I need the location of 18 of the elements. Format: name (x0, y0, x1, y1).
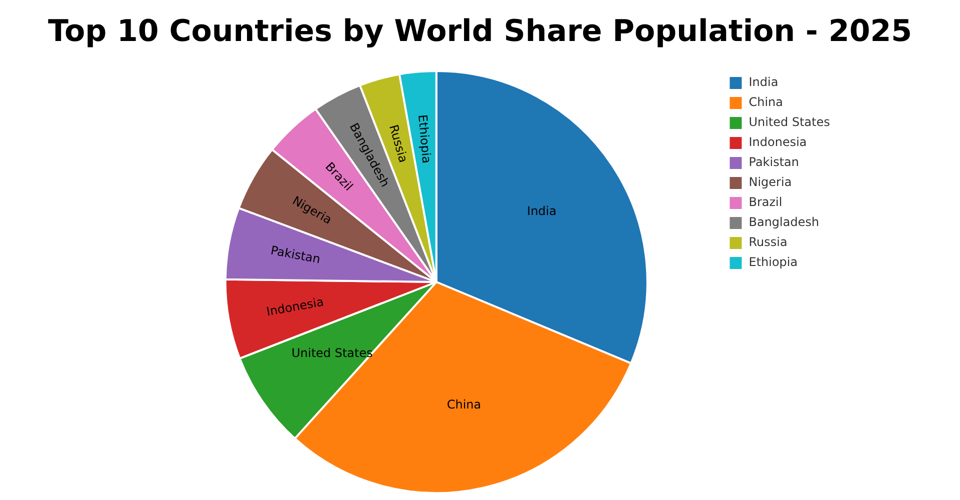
slice-label: India (527, 204, 556, 218)
slice-label: Ethiopia (416, 114, 434, 164)
chart-title: Top 10 Countries by World Share Population - 2025 (47, 13, 913, 51)
legend-label: India (748, 75, 778, 90)
legend-label: Pakistan (748, 155, 799, 170)
legend-label: Bangladesh (748, 215, 820, 230)
slice-label: Indonesia (265, 294, 325, 319)
legend-label: China (748, 95, 784, 110)
legend-label: Russia (748, 235, 788, 250)
legend-label: Ethiopia (748, 255, 798, 270)
legend-label: Indonesia (748, 135, 807, 150)
legend-label: Nigeria (748, 175, 792, 190)
slice-label: China (446, 398, 482, 412)
slice-label: Pakistan (270, 243, 322, 266)
slice-label: United States (291, 346, 373, 360)
legend-label: Brazil (748, 195, 782, 210)
slice-label: Russia (386, 123, 410, 164)
legend-label: United States (748, 115, 830, 130)
